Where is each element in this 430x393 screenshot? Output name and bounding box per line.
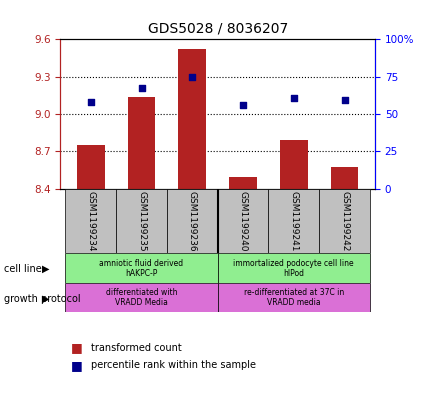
Point bbox=[138, 85, 144, 91]
Title: GDS5028 / 8036207: GDS5028 / 8036207 bbox=[147, 21, 287, 35]
Text: cell line: cell line bbox=[4, 264, 42, 274]
Point bbox=[239, 102, 246, 108]
Bar bbox=[65, 283, 217, 312]
Bar bbox=[127, 97, 155, 189]
Bar bbox=[65, 189, 116, 253]
Bar bbox=[77, 145, 104, 189]
Text: GSM1199234: GSM1199234 bbox=[86, 191, 95, 251]
Text: amniotic fluid derived
hAKPC-P: amniotic fluid derived hAKPC-P bbox=[99, 259, 183, 278]
Bar bbox=[217, 253, 369, 283]
Bar bbox=[217, 283, 369, 312]
Text: re-differentiated at 37C in
VRADD media: re-differentiated at 37C in VRADD media bbox=[243, 288, 343, 307]
Text: GSM1199235: GSM1199235 bbox=[137, 191, 146, 252]
Bar bbox=[228, 178, 256, 189]
Bar bbox=[217, 189, 268, 253]
Bar bbox=[178, 49, 206, 189]
Bar bbox=[116, 189, 166, 253]
Text: GSM1199241: GSM1199241 bbox=[289, 191, 298, 251]
Bar bbox=[330, 167, 358, 189]
Bar bbox=[279, 140, 307, 189]
Point bbox=[87, 98, 94, 105]
Text: growth protocol: growth protocol bbox=[4, 294, 81, 304]
Text: ■: ■ bbox=[71, 341, 83, 354]
Text: ■: ■ bbox=[71, 359, 83, 372]
Text: transformed count: transformed count bbox=[90, 343, 181, 353]
Text: ▶: ▶ bbox=[41, 294, 49, 304]
Text: GSM1199236: GSM1199236 bbox=[187, 191, 197, 252]
Bar bbox=[166, 189, 217, 253]
Text: percentile rank within the sample: percentile rank within the sample bbox=[90, 360, 255, 371]
Text: differentiated with
VRADD Media: differentiated with VRADD Media bbox=[105, 288, 177, 307]
Bar bbox=[268, 189, 318, 253]
Text: immortalized podocyte cell line
hIPod: immortalized podocyte cell line hIPod bbox=[233, 259, 353, 278]
Point bbox=[290, 95, 297, 101]
Point bbox=[188, 73, 195, 80]
Text: GSM1199242: GSM1199242 bbox=[339, 191, 348, 251]
Text: GSM1199240: GSM1199240 bbox=[238, 191, 247, 251]
Point bbox=[340, 97, 347, 103]
Bar bbox=[65, 253, 217, 283]
Text: ▶: ▶ bbox=[41, 264, 49, 274]
Bar bbox=[318, 189, 369, 253]
